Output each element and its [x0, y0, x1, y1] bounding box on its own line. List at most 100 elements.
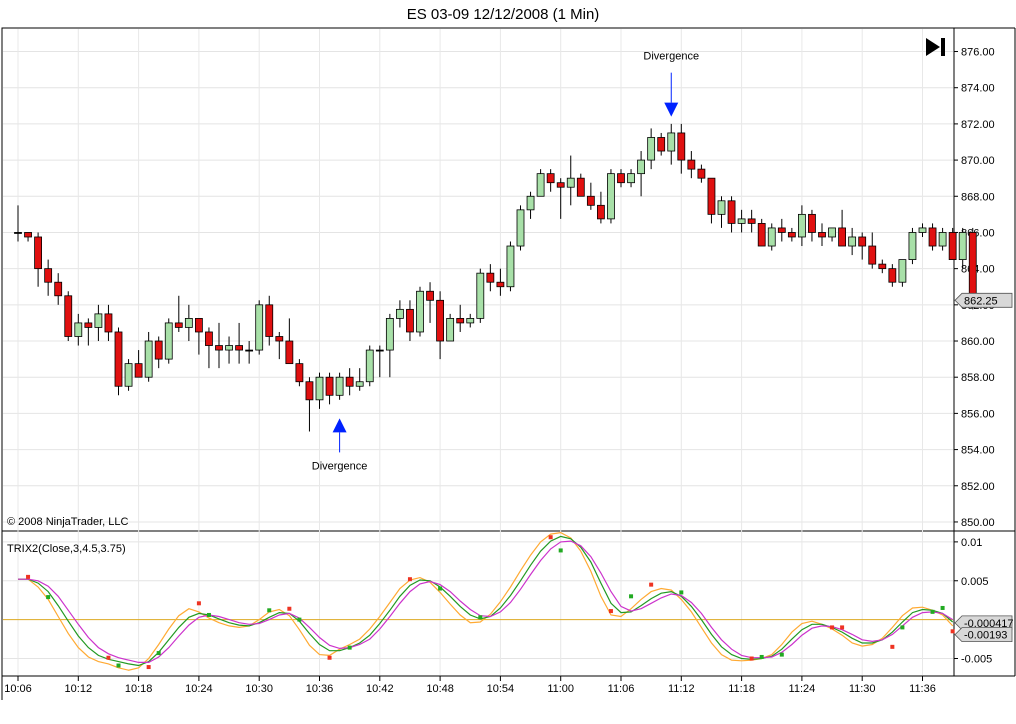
- indicator-tick-label: -0.005: [961, 654, 992, 666]
- candle-body: [466, 318, 475, 324]
- signal-dot: [407, 577, 412, 582]
- price-tick-label: 860.00: [961, 336, 995, 348]
- window-title: ES 03-09 12/12/2008 (1 Min): [407, 6, 600, 23]
- candle: [747, 209, 756, 233]
- candle-body: [777, 227, 786, 233]
- last-value-labels: 862.25 -0.000417-0.00193: [954, 292, 1014, 643]
- candle-body: [84, 322, 93, 328]
- signal-dot: [106, 655, 111, 660]
- candle: [938, 227, 947, 251]
- candle-body: [848, 236, 857, 247]
- candle: [878, 259, 887, 274]
- candle: [114, 327, 123, 396]
- candle-body: [798, 213, 806, 238]
- candle: [54, 273, 63, 305]
- candle-body: [818, 232, 826, 238]
- candle-body: [416, 290, 424, 333]
- candle-body: [365, 349, 374, 383]
- candle: [205, 327, 213, 369]
- candle: [456, 304, 465, 332]
- candle-body: [215, 345, 223, 351]
- last-price-label: 862.25: [954, 292, 1013, 308]
- candle-body: [898, 259, 907, 283]
- signal-dot: [779, 652, 784, 657]
- candle: [154, 336, 163, 369]
- candle: [697, 164, 706, 183]
- indicator-tick-label: 0.005: [961, 576, 989, 588]
- candle-body: [808, 213, 816, 233]
- candle: [375, 345, 384, 378]
- candle-body: [707, 177, 716, 215]
- last-indicator-label: -0.00193: [954, 627, 1013, 643]
- candle-body: [275, 336, 284, 342]
- candle: [536, 169, 545, 197]
- signal-dot: [900, 625, 905, 630]
- time-tick-label: 10:24: [185, 683, 213, 695]
- candle: [607, 169, 615, 224]
- candle: [597, 191, 605, 224]
- candle: [828, 227, 836, 242]
- candle-body: [556, 182, 565, 188]
- candle: [34, 232, 42, 287]
- candle: [74, 313, 83, 346]
- candle-body: [486, 272, 495, 283]
- indicator-tick-label: 0.01: [961, 537, 982, 549]
- candle: [677, 123, 686, 174]
- candle-body: [868, 245, 877, 265]
- candle-body: [34, 236, 42, 270]
- candle-body: [385, 318, 394, 351]
- candle: [858, 232, 867, 260]
- signal-dot: [940, 605, 945, 610]
- candle: [667, 123, 676, 165]
- candle-body: [14, 232, 22, 234]
- last-price-label-text: 862.25: [964, 295, 998, 307]
- candle-body: [94, 313, 103, 328]
- trix-fast-line: [18, 535, 954, 667]
- time-tick-label: 10:30: [245, 683, 273, 695]
- price-tick-label: 868.00: [961, 191, 995, 203]
- candle: [737, 209, 746, 233]
- candle: [798, 205, 806, 247]
- candle-body: [245, 349, 254, 352]
- candle-body: [787, 232, 796, 238]
- candle: [767, 223, 776, 251]
- candle-body: [235, 345, 244, 351]
- time-tick-label: 10:36: [306, 683, 334, 695]
- time-tick-label: 11:00: [547, 683, 574, 695]
- candle-body: [184, 318, 193, 328]
- candle: [385, 313, 394, 378]
- candle: [496, 268, 505, 296]
- candle: [566, 155, 575, 206]
- candle-body: [506, 245, 515, 288]
- candle: [808, 209, 816, 242]
- candle: [757, 218, 766, 247]
- candle-body: [285, 340, 294, 365]
- candle-body: [124, 363, 133, 387]
- price-tick-label: 870.00: [961, 155, 995, 167]
- signal-dot: [206, 612, 211, 617]
- candle-body: [104, 313, 113, 333]
- candle-body: [878, 263, 887, 270]
- price-tick-label: 874.00: [961, 83, 995, 95]
- time-tick-label: 10:06: [4, 683, 32, 695]
- candle-body: [687, 159, 696, 170]
- divergence-label: Divergence: [643, 51, 699, 63]
- candle-body: [607, 173, 615, 220]
- candle: [315, 372, 324, 409]
- trix-slow-line: [18, 540, 954, 664]
- candle: [64, 291, 73, 342]
- signal-dot: [749, 656, 754, 661]
- candle-body: [717, 200, 726, 215]
- skip-to-end-icon[interactable]: [924, 36, 950, 58]
- time-x-axis: 10:06 10:12 10:18 10:24 10:30 10:36 10:42 10:48…: [4, 676, 936, 695]
- candle-body: [44, 268, 53, 283]
- candle: [647, 128, 656, 170]
- candle-body: [194, 318, 203, 333]
- price-tick-label: 852.00: [961, 481, 995, 493]
- candle: [657, 132, 666, 156]
- signal-dot: [478, 615, 483, 620]
- candle-body: [526, 195, 535, 211]
- candle: [345, 368, 354, 396]
